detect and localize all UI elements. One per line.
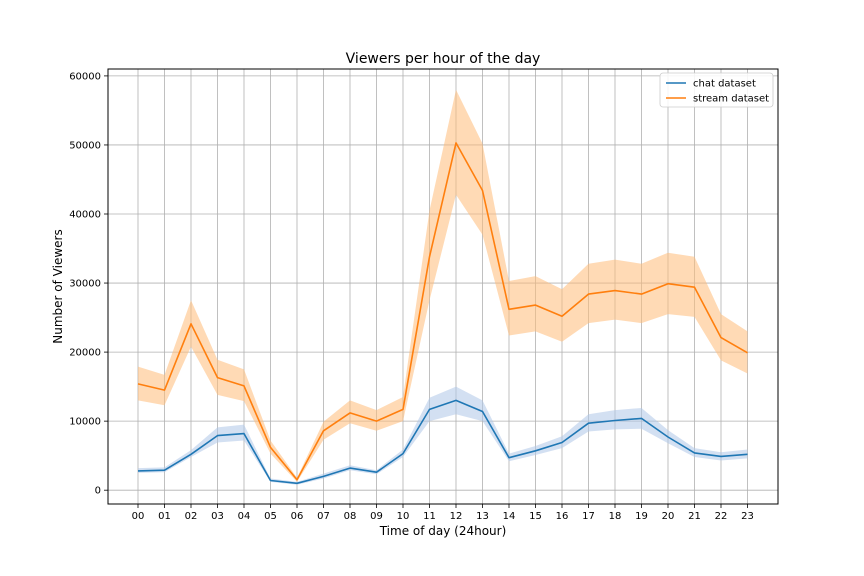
legend-label: chat dataset bbox=[693, 79, 756, 90]
x-tick-label: 23 bbox=[741, 511, 754, 522]
y-tick-label: 30000 bbox=[69, 279, 101, 290]
legend: chat dataset stream dataset bbox=[659, 72, 774, 108]
x-tick-label: 06 bbox=[291, 511, 304, 522]
y-tick-label: 50000 bbox=[69, 140, 101, 151]
series-line-stream bbox=[137, 142, 748, 481]
x-tick-label: 11 bbox=[423, 511, 436, 522]
x-tick-label: 18 bbox=[609, 511, 622, 522]
x-tick-label: 12 bbox=[450, 511, 463, 522]
x-tick-label: 22 bbox=[715, 511, 728, 522]
x-tick-label: 09 bbox=[370, 511, 383, 522]
grid bbox=[108, 69, 778, 504]
y-tick-label: 40000 bbox=[69, 210, 101, 221]
x-tick-label: 19 bbox=[635, 511, 648, 522]
x-tick-label: 20 bbox=[662, 511, 675, 522]
x-tick-label: 13 bbox=[476, 511, 489, 522]
x-tick-label: 04 bbox=[238, 511, 251, 522]
axis-ticks: 00 01 02 03 04 05 06 07 08 09 10 11 12 13 14 15 16 17 18 19… bbox=[69, 71, 754, 522]
y-tick-label: 10000 bbox=[69, 417, 101, 428]
legend-box bbox=[659, 72, 774, 108]
confidence-band-chat bbox=[138, 386, 748, 485]
x-tick-label: 16 bbox=[556, 511, 569, 522]
legend-label: stream dataset bbox=[693, 94, 769, 105]
confidence-bands bbox=[138, 89, 748, 485]
x-axis-label: Time of day (24hour) bbox=[379, 524, 507, 538]
x-tick-label: 14 bbox=[503, 511, 516, 522]
x-tick-label: 00 bbox=[132, 511, 145, 522]
x-tick-label: 01 bbox=[158, 511, 171, 522]
plot-frame bbox=[107, 68, 779, 505]
y-axis-label: Number of Viewers bbox=[51, 229, 65, 343]
x-tick-label: 05 bbox=[264, 511, 277, 522]
series-line-chat bbox=[137, 399, 748, 485]
x-tick-label: 15 bbox=[529, 511, 542, 522]
chart-title: Viewers per hour of the day bbox=[346, 51, 541, 67]
x-tick-label: 17 bbox=[582, 511, 595, 522]
x-tick-label: 10 bbox=[397, 511, 410, 522]
y-tick-label: 20000 bbox=[69, 348, 101, 359]
y-tick-label: 0 bbox=[95, 486, 101, 497]
x-tick-label: 07 bbox=[317, 511, 330, 522]
series-lines bbox=[137, 142, 748, 485]
confidence-band-stream bbox=[138, 89, 748, 482]
x-tick-label: 02 bbox=[185, 511, 198, 522]
x-tick-label: 21 bbox=[688, 511, 701, 522]
x-tick-label: 08 bbox=[344, 511, 357, 522]
y-tick-label: 60000 bbox=[69, 71, 101, 82]
x-tick-label: 03 bbox=[211, 511, 224, 522]
